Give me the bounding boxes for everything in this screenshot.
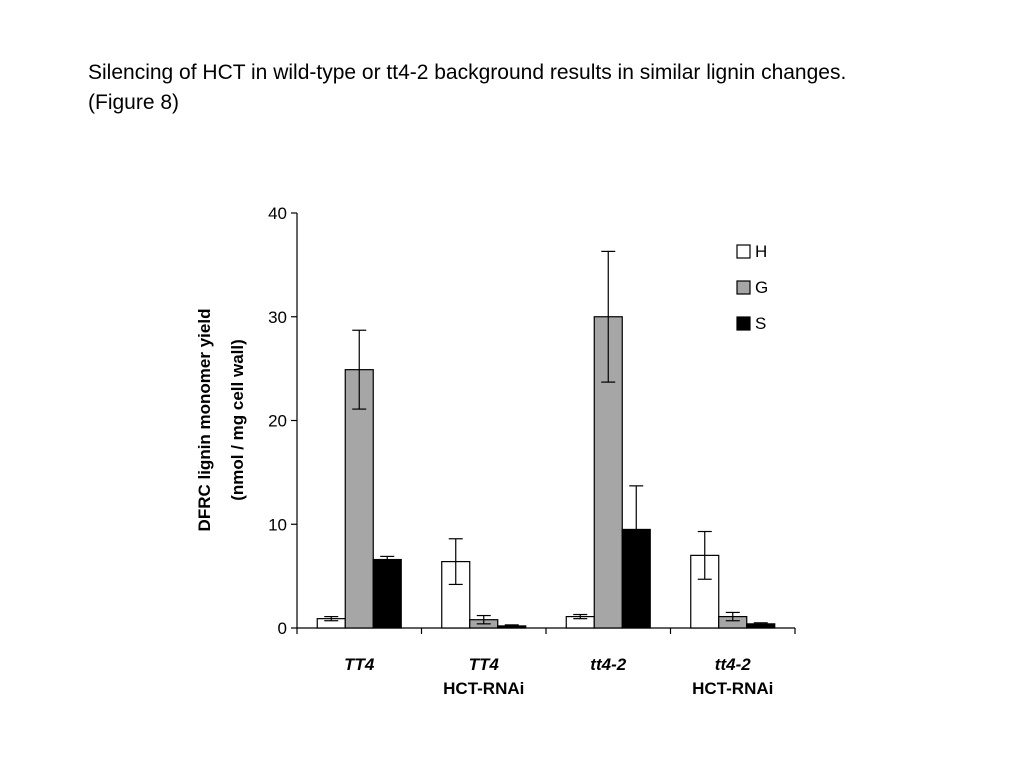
x-tick-sublabel-3: HCT-RNAi xyxy=(692,679,773,698)
slide-title: Silencing of HCT in wild-type or tt4-2 b… xyxy=(88,58,988,118)
y-tick-label: 10 xyxy=(268,515,287,534)
legend-swatch-G xyxy=(736,280,751,295)
bar-G-0 xyxy=(344,369,374,629)
x-tick-label-0: TT4 xyxy=(344,655,375,674)
y-axis-label-line1: DFRC lignin monomer yield xyxy=(195,309,214,532)
y-tick-label: 40 xyxy=(268,204,287,223)
y-tick-label: 20 xyxy=(268,412,287,431)
x-tick-label-1: TT4 xyxy=(469,655,500,674)
y-tick-label: 0 xyxy=(278,619,287,638)
y-axis-label-group: DFRC lignin monomer yield (nmol / mg cell… xyxy=(195,309,247,532)
bar-S-0 xyxy=(372,558,402,629)
legend-swatch-H xyxy=(736,244,751,259)
legend-swatch-S xyxy=(736,316,751,331)
x-axis-labels: TT4 TT4 HCT-RNAi tt4-2 tt4-2 HCT-RNAi xyxy=(344,655,773,698)
y-axis-label-line2: (nmol / mg cell wall) xyxy=(228,339,247,501)
slide-title-line2: (Figure 8) xyxy=(88,91,180,114)
y-axis-label: DFRC lignin monomer yield (nmol / mg cell… xyxy=(195,309,247,532)
x-tick-sublabel-1: HCT-RNAi xyxy=(443,679,524,698)
legend-label-G: G xyxy=(755,278,768,297)
x-tick-label-2: tt4-2 xyxy=(590,655,626,674)
chart-legend: HGS xyxy=(736,242,768,333)
legend-label-H: H xyxy=(755,242,767,261)
legend-label-S: S xyxy=(755,314,766,333)
chart-bars xyxy=(316,250,776,629)
x-tick-label-3: tt4-2 xyxy=(715,655,751,674)
bar-H-1 xyxy=(441,560,471,629)
y-tick-label: 30 xyxy=(268,308,287,327)
slide-title-line1: Silencing of HCT in wild-type or tt4-2 b… xyxy=(88,61,847,84)
